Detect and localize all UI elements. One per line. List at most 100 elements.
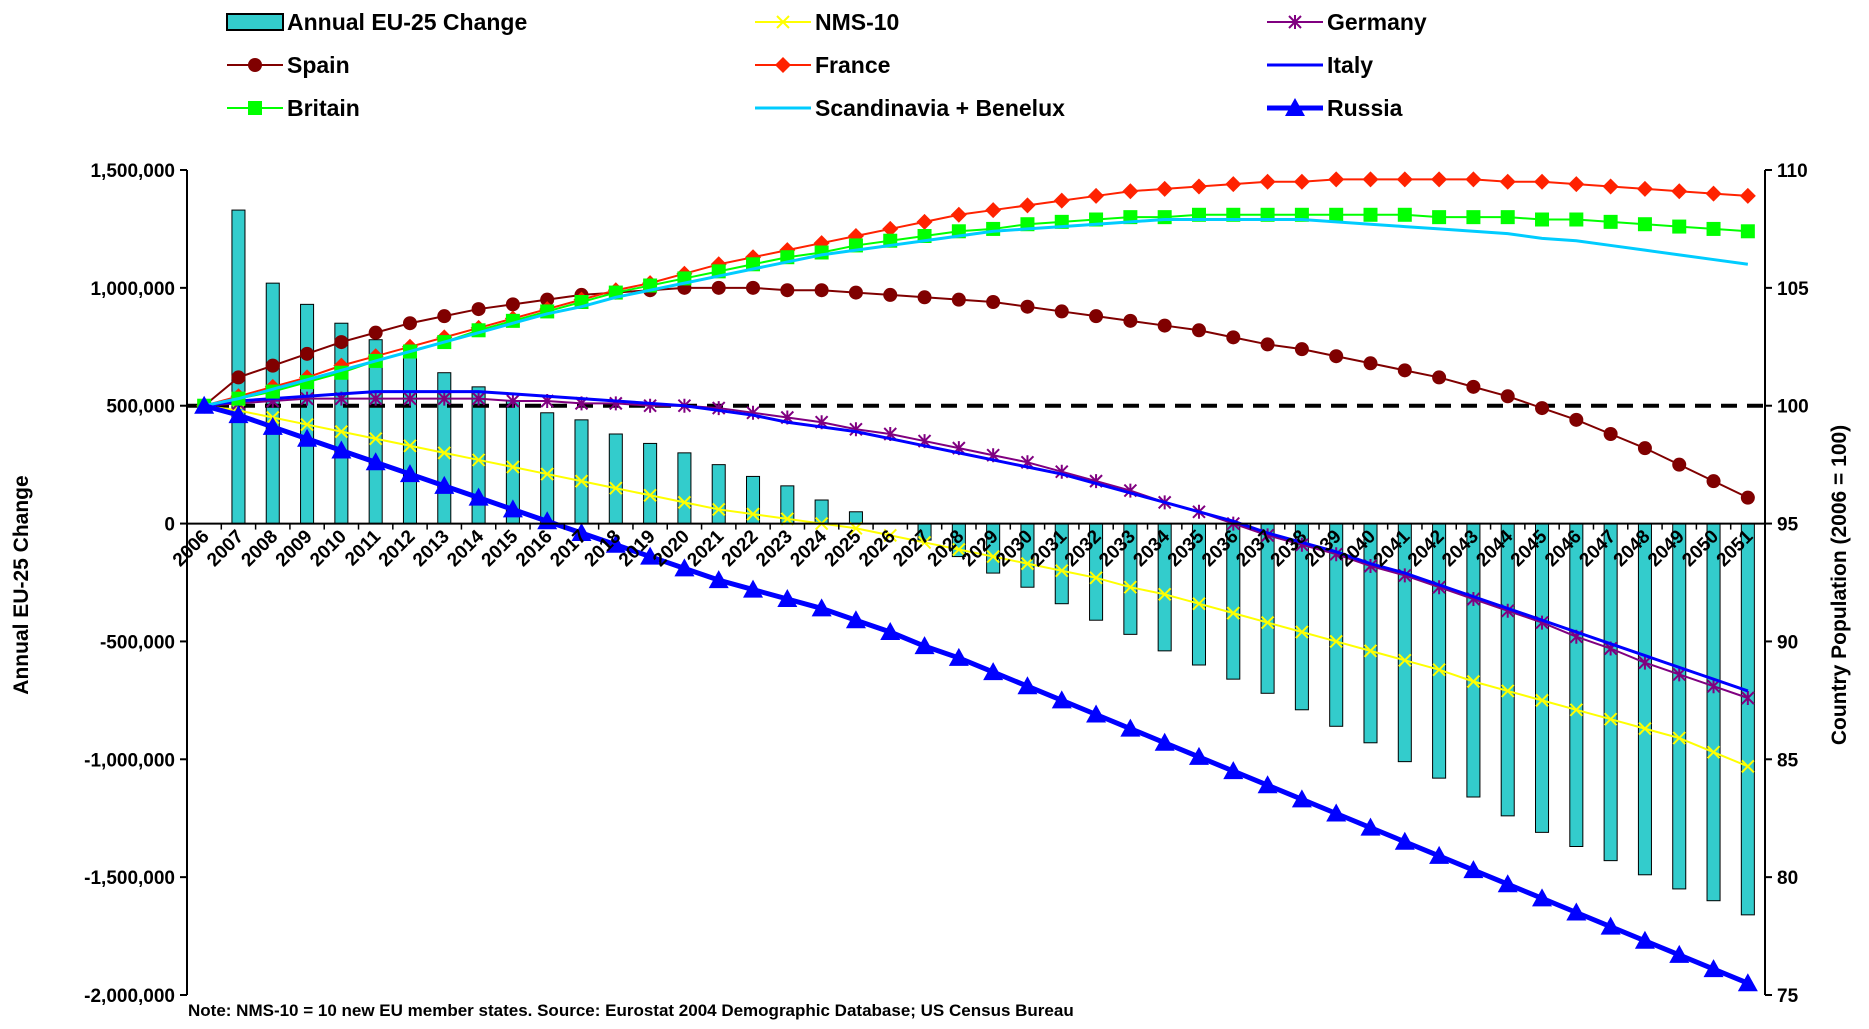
x-tick-label: 2007 — [203, 526, 248, 571]
point-britain-2039 — [1329, 207, 1344, 222]
point-nms-10-2017 — [574, 474, 589, 488]
point-britain-2042 — [1432, 210, 1447, 225]
point-spain-2050 — [1706, 474, 1721, 489]
series-line-russia — [203, 403, 1749, 986]
x-tick-label: 2021 — [684, 526, 729, 571]
x-tick-label: 2024 — [786, 526, 831, 571]
series-line-britain — [203, 213, 1748, 407]
point-nms-10-2047 — [1603, 712, 1618, 726]
point-nms-10-2051 — [1741, 759, 1755, 774]
point-france-2036 — [1225, 176, 1242, 193]
legend-swatch-marker — [775, 57, 791, 73]
point-russia-2048 — [1634, 930, 1655, 949]
point-spain-2014 — [471, 302, 486, 317]
bar-2049 — [1672, 523, 1687, 890]
point-nms-10-2022 — [746, 507, 760, 521]
point-russia-2046 — [1566, 902, 1587, 921]
point-russia-2013 — [434, 475, 455, 494]
legend-item-france: France — [755, 52, 890, 78]
point-russia-2012 — [399, 464, 420, 483]
point-spain-2021 — [711, 280, 726, 295]
bar-2018 — [608, 433, 623, 525]
point-spain-2013 — [437, 309, 452, 324]
x-tick-label: 2023 — [752, 526, 797, 571]
point-germany-2048 — [1638, 655, 1652, 670]
series-line-france — [203, 178, 1748, 407]
left-tick-label: -1,500,000 — [84, 868, 175, 889]
point-nms-10-2042 — [1432, 663, 1446, 677]
point-nms-10-2027 — [917, 535, 932, 550]
point-spain-2046 — [1569, 412, 1584, 427]
right-tick-label: 100 — [1777, 397, 1809, 418]
legend-label: Russia — [1327, 95, 1403, 121]
right-tick-label: 75 — [1777, 986, 1799, 1007]
point-britain-2043 — [1466, 210, 1481, 225]
point-britain-2045 — [1535, 212, 1550, 227]
point-nms-10-2046 — [1569, 703, 1584, 717]
source-note: Note: NMS-10 = 10 new EU member states. … — [188, 1001, 1074, 1020]
point-spain-2036 — [1226, 330, 1241, 345]
point-germany-2051 — [1741, 691, 1755, 705]
point-nms-10-2040 — [1363, 644, 1378, 658]
point-nms-10-2034 — [1157, 587, 1172, 601]
point-russia-2034 — [1154, 732, 1175, 751]
point-france-2040 — [1362, 171, 1379, 188]
point-nms-10-2050 — [1706, 745, 1721, 759]
x-tick-label: 2022 — [718, 526, 763, 571]
left-tick-label: -500,000 — [100, 632, 175, 653]
point-nms-10-2039 — [1329, 634, 1343, 649]
left-axis-ticks: 1,500,000 1,000,000 500,000 0 -500,000 -1,000… — [84, 161, 187, 1007]
point-nms-10-2016 — [540, 467, 554, 481]
point-britain-2050 — [1706, 221, 1721, 236]
legend-label: NMS-10 — [815, 9, 899, 35]
point-russia-2026 — [880, 622, 901, 640]
x-tick-label: 2010 — [306, 526, 351, 571]
point-nms-10-2018 — [609, 481, 623, 495]
right-tick-label: 110 — [1777, 161, 1808, 182]
series-line-germany — [204, 397, 1749, 699]
point-germany-2050 — [1706, 679, 1721, 694]
point-germany-2049 — [1672, 667, 1686, 682]
point-spain-2041 — [1397, 363, 1412, 378]
legend-label: Scandinavia + Benelux — [815, 95, 1065, 121]
point-spain-2011 — [368, 325, 383, 340]
point-spain-2012 — [402, 316, 417, 331]
point-germany-2011 — [368, 391, 383, 406]
point-russia-2045 — [1532, 888, 1553, 907]
point-russia-2025 — [845, 610, 866, 629]
legend-label: France — [815, 52, 890, 78]
point-britain-2029 — [986, 221, 1001, 236]
bar-2043 — [1466, 523, 1481, 798]
right-tick-label: 80 — [1777, 868, 1798, 889]
point-nms-10-2015 — [506, 460, 520, 474]
point-spain-2015 — [505, 297, 520, 312]
axes — [186, 170, 1766, 995]
point-russia-2029 — [983, 662, 1004, 681]
point-nms-10-2011 — [368, 432, 383, 446]
point-spain-2035 — [1191, 323, 1206, 338]
point-nms-10-2030 — [1020, 556, 1035, 571]
point-russia-2030 — [1017, 676, 1038, 695]
point-russia-2028 — [948, 647, 969, 666]
bar-2046 — [1569, 523, 1584, 847]
point-spain-2048 — [1637, 441, 1652, 456]
legend-item-russia: Russia — [1267, 95, 1403, 121]
point-france-2038 — [1293, 173, 1310, 190]
legend: Annual EU-25 Change NMS-10 Germany Spain Fra… — [226, 9, 1427, 121]
point-nms-10-2020 — [677, 495, 692, 510]
point-nms-10-2013 — [437, 446, 451, 460]
point-france-2044 — [1499, 173, 1516, 190]
point-russia-2035 — [1188, 746, 1209, 765]
point-russia-2017 — [571, 523, 592, 541]
bar-2044 — [1500, 523, 1515, 817]
point-russia-2021 — [708, 570, 729, 589]
point-nms-10-2044 — [1501, 684, 1515, 698]
point-nms-10-2010 — [334, 424, 349, 439]
bar-2050 — [1706, 523, 1721, 902]
point-russia-2039 — [1326, 803, 1347, 822]
point-france-2035 — [1190, 178, 1207, 195]
bar-2048 — [1637, 523, 1652, 876]
point-spain-2027 — [917, 290, 932, 305]
point-nms-10-2026 — [883, 528, 897, 543]
